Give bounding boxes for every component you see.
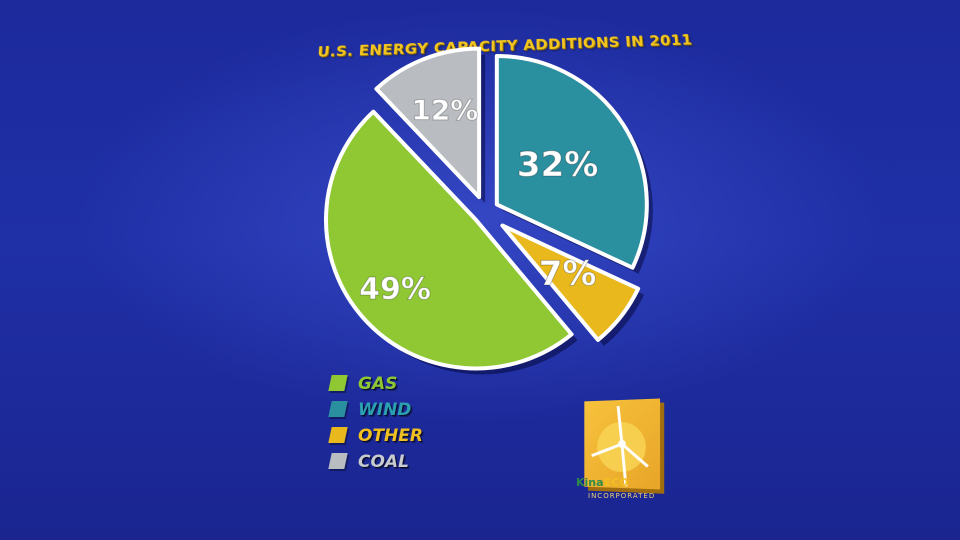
legend-item-coal: COAL [330,450,470,474]
legend-swatch-gas [328,375,347,391]
data-label-gas: 49% [359,272,431,307]
legend-swatch-wind [328,401,347,417]
legend-label-other: OTHER [358,424,423,448]
legend-label-wind: WIND [358,398,411,422]
company-logo: KinaECO INCORPORATED [566,392,676,512]
legend-item-wind: WIND [330,398,470,422]
data-label-coal: 12% [411,94,478,127]
data-label-wind: 32% [517,145,598,185]
logo-brand-prefix: Kina [576,476,604,489]
data-label-other: 7% [539,254,597,294]
legend-swatch-other [328,427,347,443]
chart-legend: GAS WIND OTHER COAL [330,372,470,482]
legend-item-gas: GAS [330,372,470,396]
legend-swatch-coal [328,453,347,469]
legend-item-other: OTHER [330,424,470,448]
logo-subtitle: INCORPORATED [588,492,655,500]
logo-brand: KinaECO [576,476,629,489]
legend-label-gas: GAS [358,372,397,396]
legend-label-coal: COAL [358,450,409,474]
logo-brand-suffix: ECO [604,476,629,489]
